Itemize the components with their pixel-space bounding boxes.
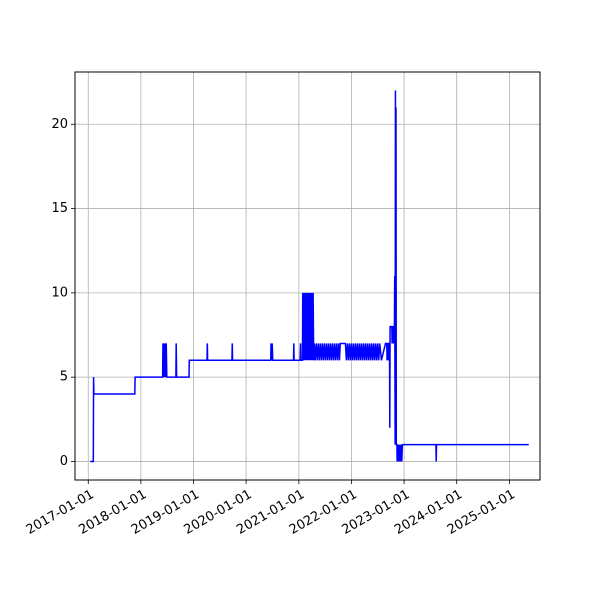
y-tick-label: 20	[51, 117, 68, 132]
y-axis: 0 5 10 15 20	[51, 117, 75, 469]
series-line	[90, 90, 529, 463]
plot-frame	[74, 71, 541, 481]
series-layer	[90, 90, 529, 463]
y-tick-label: 5	[60, 370, 68, 385]
y-tick-label: 10	[51, 285, 68, 300]
y-tick-label: 0	[60, 454, 68, 469]
y-tick-label: 15	[51, 201, 68, 216]
